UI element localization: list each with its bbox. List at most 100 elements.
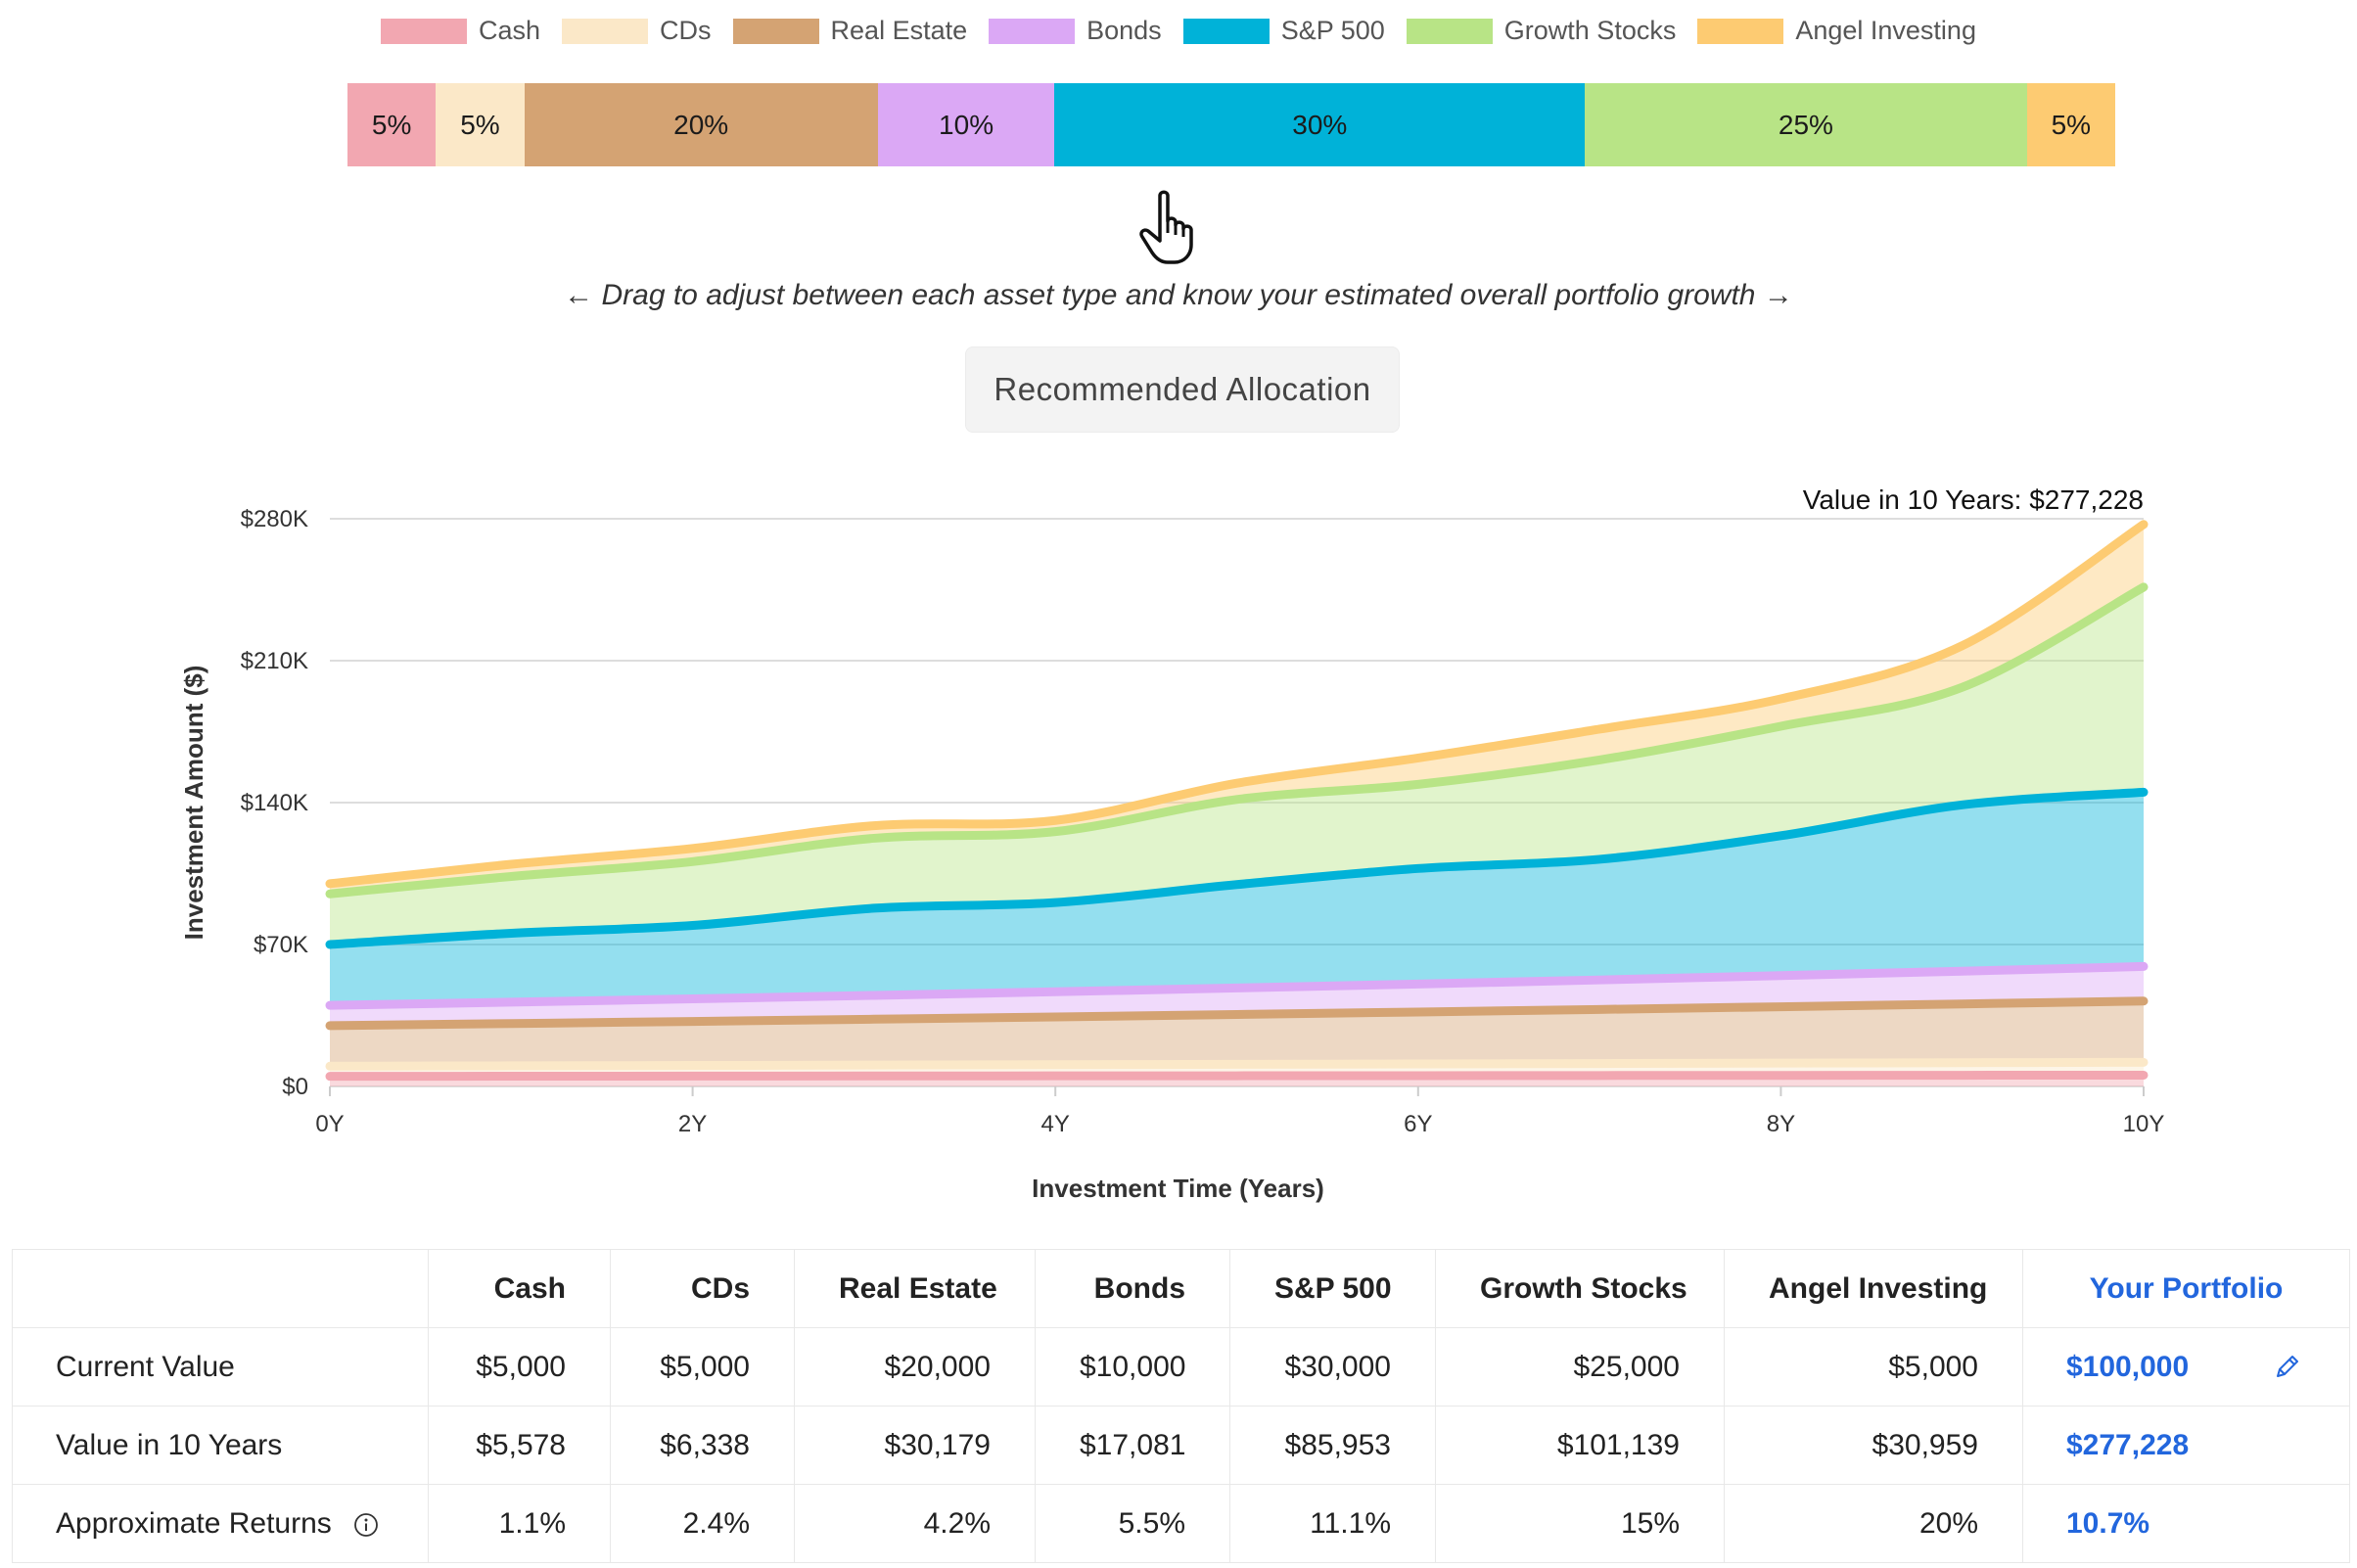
table-cell: $5,000	[428, 1327, 611, 1407]
table-cell: 15%	[1435, 1484, 1725, 1563]
row-label-value-in-10-years: Value in 10 Years	[12, 1406, 429, 1485]
legend-swatch	[1406, 18, 1493, 44]
row-label-approximate-returns: Approximate Returns	[12, 1484, 429, 1563]
legend-label: Bonds	[1086, 16, 1162, 45]
legend-swatch	[1697, 18, 1784, 44]
table-row: Current Value $5,000 $5,000 $20,000 $10,…	[12, 1327, 2350, 1407]
allocation-segment-bonds[interactable]: 10%	[877, 83, 1055, 166]
table-cell: $30,179	[794, 1406, 1036, 1485]
legend-swatch	[989, 18, 1076, 44]
chart-legend: Cash CDs Real Estate Bonds S&P 500 Growt…	[0, 16, 2357, 46]
portfolio-current-value: $100,000	[2066, 1350, 2190, 1383]
allocation-segment-cash[interactable]: 5%	[347, 83, 437, 166]
line-cash	[325, 1070, 2149, 1082]
y-axis-title: Investment Amount ($)	[179, 666, 208, 941]
table-row: Approximate Returns 1.1% 2.4% 4.2% 5.5% …	[12, 1484, 2350, 1563]
portfolio-future-value: $277,228	[2022, 1406, 2350, 1485]
table-header-sp500: S&P 500	[1229, 1249, 1436, 1328]
chart-ticks: $0 $70K $140K $210K $280K 0Y 2Y 4Y 6Y 8Y 10Y	[241, 506, 2165, 1137]
table-cell: 2.4%	[610, 1484, 795, 1563]
portfolio-current-value-cell[interactable]: $100,000	[2022, 1327, 2350, 1407]
pointer-hand-icon	[1139, 190, 1193, 264]
legend-label: CDs	[660, 16, 712, 45]
legend-item-angel-investing[interactable]: Angel Investing	[1697, 16, 1976, 46]
table-cell: $101,139	[1435, 1406, 1725, 1485]
legend-swatch	[562, 18, 649, 44]
table-cell: $6,338	[610, 1406, 795, 1485]
allocation-segment-cds[interactable]: 5%	[436, 83, 525, 166]
info-icon[interactable]	[353, 1512, 379, 1538]
table-header-bonds: Bonds	[1035, 1249, 1230, 1328]
legend-item-cash[interactable]: Cash	[381, 16, 540, 46]
recommended-allocation-button[interactable]: Recommended Allocation	[965, 346, 1400, 433]
line-real-estate	[325, 996, 2149, 1031]
table-cell: 11.1%	[1229, 1484, 1436, 1563]
area-real-estate	[330, 1000, 2144, 1067]
y-tick-label: $280K	[241, 506, 308, 532]
x-tick-label: 4Y	[1041, 1111, 1070, 1137]
area-sp500	[330, 792, 2144, 1006]
x-tick-label: 2Y	[678, 1111, 707, 1137]
line-growth-stocks	[325, 582, 2149, 899]
y-tick-label: $210K	[241, 648, 308, 674]
table-header-growth-stocks: Growth Stocks	[1435, 1249, 1725, 1328]
table-cell: $10,000	[1035, 1327, 1230, 1407]
x-axis-title: Investment Time (Years)	[1032, 1174, 1324, 1203]
legend-label: Growth Stocks	[1503, 16, 1677, 45]
x-tick-label: 8Y	[1767, 1111, 1795, 1137]
allocation-slider-bar[interactable]: 5% 5% 20% 10% 30% 25% 5%	[347, 83, 2115, 166]
table-row: Value in 10 Years $5,578 $6,338 $30,179 …	[12, 1406, 2350, 1485]
area-angel-investing	[330, 524, 2144, 895]
table-cell: 20%	[1724, 1484, 2023, 1563]
table-cell: 4.2%	[794, 1484, 1036, 1563]
table-cell: $25,000	[1435, 1327, 1725, 1407]
legend-item-sp500[interactable]: S&P 500	[1182, 16, 1385, 46]
legend-label: S&P 500	[1280, 16, 1385, 45]
y-tick-label: $140K	[241, 790, 308, 816]
line-sp500	[325, 787, 2149, 949]
chart-lines	[325, 520, 2149, 1082]
portfolio-table-wrapper: Cash CDs Real Estate Bonds S&P 500 Growt…	[12, 1249, 2350, 1563]
legend-swatch	[381, 18, 468, 44]
table-cell: 5.5%	[1035, 1484, 1230, 1563]
x-tick-label: 6Y	[1404, 1111, 1432, 1137]
x-tick-label: 10Y	[2123, 1111, 2165, 1137]
legend-item-real-estate[interactable]: Real Estate	[732, 16, 968, 46]
legend-swatch	[732, 18, 819, 44]
drag-hint-text: ← Drag to adjust between each asset type…	[564, 279, 1793, 311]
allocation-segment-angel-investing[interactable]: 5%	[2026, 83, 2115, 166]
chart-annotation: Value in 10 Years: $277,228	[1803, 484, 2144, 515]
legend-label: Angel Investing	[1795, 16, 1976, 45]
table-cell: $5,578	[428, 1406, 611, 1485]
table-header-cash: Cash	[428, 1249, 611, 1328]
legend-item-cds[interactable]: CDs	[562, 16, 712, 46]
table-cell: $5,000	[610, 1327, 795, 1407]
allocation-segment-sp500[interactable]: 30%	[1054, 83, 1586, 166]
legend-item-growth-stocks[interactable]: Growth Stocks	[1406, 16, 1677, 46]
table-cell: 1.1%	[428, 1484, 611, 1563]
legend-label: Real Estate	[830, 16, 968, 45]
table-cell: $30,959	[1724, 1406, 2023, 1485]
legend-swatch	[1182, 18, 1270, 44]
portfolio-growth-chart: $0 $70K $140K $210K $280K 0Y 2Y 4Y 6Y 8Y 10Y Value…	[179, 484, 2165, 1203]
table-header-your-portfolio: Your Portfolio	[2022, 1249, 2350, 1328]
x-tick-label: 0Y	[315, 1111, 344, 1137]
area-growth-stocks	[330, 586, 2144, 945]
row-label-current-value: Current Value	[12, 1327, 429, 1407]
legend-label: Cash	[479, 16, 541, 45]
table-header-blank	[12, 1249, 429, 1328]
table-header-cds: CDs	[610, 1249, 795, 1328]
allocation-segment-real-estate[interactable]: 20%	[524, 83, 878, 166]
portfolio-returns: 10.7%	[2022, 1484, 2350, 1563]
table-cell: $20,000	[794, 1327, 1036, 1407]
table-header-angel-investing: Angel Investing	[1724, 1249, 2023, 1328]
pencil-icon[interactable]	[2273, 1352, 2302, 1381]
table-cell: $5,000	[1724, 1327, 2023, 1407]
allocation-segment-growth-stocks[interactable]: 25%	[1585, 83, 2027, 166]
table-header-real-estate: Real Estate	[794, 1249, 1036, 1328]
line-angel-investing	[325, 520, 2149, 889]
y-tick-label: $70K	[254, 932, 308, 958]
line-cds	[325, 1057, 2149, 1071]
table-cell: $85,953	[1229, 1406, 1436, 1485]
legend-item-bonds[interactable]: Bonds	[989, 16, 1162, 46]
